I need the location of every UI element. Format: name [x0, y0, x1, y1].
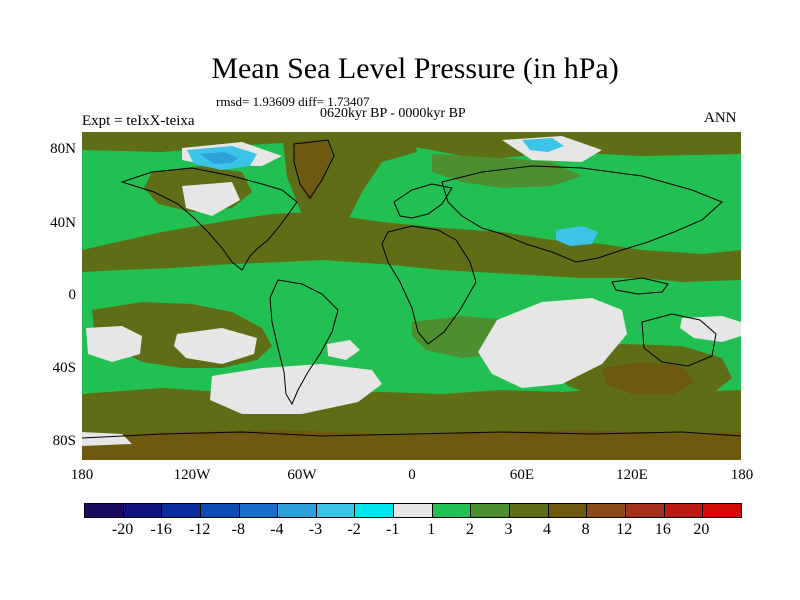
- colorbar-label: 1: [427, 521, 436, 538]
- colorbar-swatch-16: [703, 504, 741, 517]
- grey-south-atlantic: [210, 364, 382, 414]
- coast-greenland: [293, 139, 335, 199]
- colorbar-label: -20: [111, 521, 134, 538]
- lat-label-40n: 40N: [50, 215, 76, 231]
- colorbar-swatch-10: [471, 504, 511, 517]
- grey-antarctic-tip: [82, 432, 132, 446]
- colorbar-label: 4: [543, 521, 552, 538]
- lat-label-80s: 80S: [52, 433, 76, 449]
- contour-arctic-band: [82, 132, 741, 160]
- colorbar-label: -16: [150, 521, 172, 538]
- colorbar-swatch-7: [355, 504, 395, 517]
- colorbar-swatch-13: [587, 504, 626, 517]
- coast-africa: [381, 225, 477, 345]
- colorbar-label: 8: [581, 521, 590, 538]
- lon-label-60w: 60W: [287, 467, 317, 483]
- lat-label-80n: 80N: [50, 141, 76, 157]
- season-label: ANN: [704, 110, 737, 126]
- rmsd-diff-stats: rmsd= 1.93609 diff= 1.73407: [216, 94, 370, 109]
- coast-north-america: [120, 167, 298, 271]
- colorbar-label: 16: [654, 521, 671, 538]
- colorbar-label: -1: [386, 521, 400, 538]
- coast-antarctica: [82, 431, 741, 439]
- experiment-label: Expt = teIxX-teixa: [82, 113, 195, 129]
- colorbar-swatch-14: [625, 504, 665, 517]
- colorbar-swatch-5: [278, 504, 317, 517]
- colorbar-swatch-12: [548, 504, 588, 517]
- cyan-siberia: [522, 138, 564, 152]
- colorbar-swatch-6: [316, 504, 356, 517]
- colorbar-label: -3: [308, 521, 323, 538]
- colorbar-label: 3: [504, 521, 513, 538]
- lat-label-0: 0: [68, 287, 77, 303]
- grey-brazil: [327, 340, 360, 360]
- contour-australia-high: [602, 362, 694, 394]
- colorbar-label: 20: [693, 521, 710, 538]
- colorbar-label: 12: [616, 521, 633, 538]
- lon-label-180e: 180: [730, 467, 754, 483]
- lon-label-60e: 60E: [509, 467, 535, 483]
- coastlines: [82, 139, 741, 439]
- map-title: Mean Sea Level Pressure (in hPa): [211, 52, 619, 85]
- colorbar-label: -8: [231, 521, 245, 538]
- grey-canada-west: [182, 182, 240, 216]
- colorbar-swatch-0: [85, 504, 124, 517]
- coast-asia: [441, 165, 723, 263]
- colorbar-label: -4: [270, 521, 284, 538]
- colorbar-label: -2: [347, 521, 361, 538]
- colorbar-swatch-1: [123, 504, 163, 517]
- map-canvas: [82, 132, 741, 460]
- colorbar-label: -12: [189, 521, 211, 538]
- blue-canadian-arctic: [200, 152, 238, 164]
- cyan-tibet: [556, 226, 598, 246]
- colorbar-swatch-8: [394, 504, 433, 517]
- colorbar-swatch-11: [510, 504, 549, 517]
- colorbar-swatch-9: [432, 504, 472, 517]
- contour-siberia: [432, 154, 582, 188]
- grey-indian-ocean: [478, 298, 627, 388]
- grey-south-pacific: [174, 328, 257, 364]
- coast-australia: [641, 313, 717, 367]
- contour-antarctica: [82, 430, 741, 460]
- lon-label-120e: 120E: [616, 467, 648, 483]
- colorbar-swatch-2: [162, 504, 201, 517]
- time-period-label: 0620kyr BP - 0000kyr BP: [320, 106, 466, 121]
- colorbar-swatch-3: [200, 504, 240, 517]
- contour-fills: [82, 132, 741, 460]
- coast-south-america: [269, 279, 339, 406]
- colorbar: [84, 503, 742, 518]
- lon-label-180w: 180: [70, 467, 94, 483]
- coast-europe: [393, 183, 453, 219]
- colorbar-swatch-15: [664, 504, 704, 517]
- contour-tropical-band: [82, 212, 741, 282]
- grey-south-pacific-west: [86, 326, 142, 362]
- colorbar-swatch-4: [239, 504, 279, 517]
- lon-label-120w: 120W: [173, 467, 211, 483]
- lon-label-0: 0: [408, 467, 416, 483]
- coast-indonesia: [611, 277, 669, 295]
- lat-label-40s: 40S: [52, 360, 76, 376]
- colorbar-label: 2: [465, 521, 474, 538]
- pressure-map: [82, 132, 741, 460]
